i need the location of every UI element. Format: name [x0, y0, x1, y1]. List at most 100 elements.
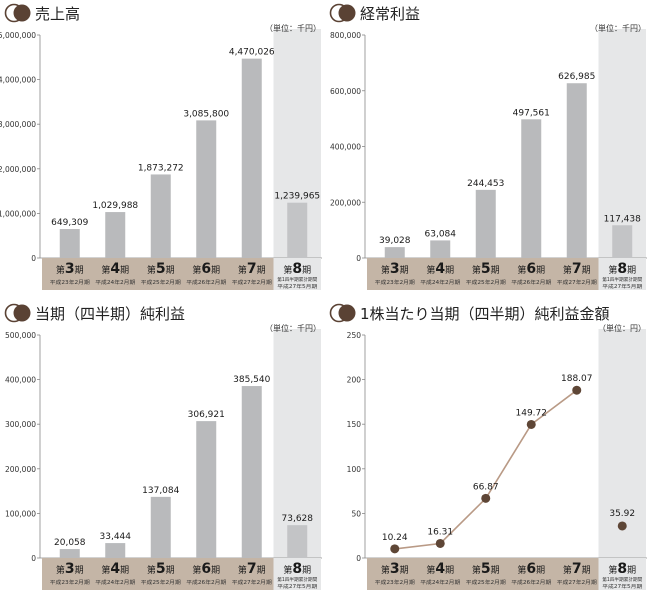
data-label: 10.24 — [382, 533, 408, 543]
data-label: 66.87 — [473, 482, 499, 492]
category-label: 第8期 — [283, 561, 311, 577]
y-tick-label: 0 — [356, 554, 361, 563]
data-point — [572, 385, 582, 395]
y-tick-label: 3,000,000 — [0, 120, 36, 129]
category-label: 第4期 — [101, 561, 129, 577]
category-sublabel: 平成23年2月期 — [50, 578, 90, 586]
category-label: 第7期 — [238, 261, 266, 277]
data-point — [481, 493, 491, 503]
category-sublabel: 平成27年5月期 — [277, 583, 317, 590]
data-label: 149.72 — [516, 408, 548, 418]
x-axis-band — [42, 258, 274, 290]
category-sublabel: 平成24年2月期 — [95, 578, 135, 586]
x-axis-band-highlight — [598, 258, 646, 290]
category-label: 第6期 — [517, 561, 545, 577]
y-tick-label: 2,000,000 — [0, 165, 36, 174]
data-label: 20,058 — [54, 538, 86, 548]
category-label: 第7期 — [238, 561, 266, 577]
y-tick-label: 400,000 — [330, 143, 361, 152]
y-tick-label: 0 — [31, 254, 36, 263]
bar — [59, 549, 80, 558]
category-sublabel: 平成27年2月期 — [232, 578, 272, 586]
category-label: 第7期 — [563, 261, 591, 277]
double-circle-icon — [4, 303, 31, 323]
category-label: 第5期 — [147, 261, 175, 277]
x-axis-band-highlight — [273, 558, 321, 590]
category-label: 第5期 — [147, 561, 175, 577]
category-sublabel: 第1四半期累計期間 — [277, 276, 317, 283]
data-label: 306,921 — [188, 410, 225, 420]
category-sublabel: 平成25年2月期 — [141, 278, 181, 286]
category-sublabel: 平成26年2月期 — [186, 278, 226, 286]
category-label: 第8期 — [608, 561, 636, 577]
data-point — [390, 544, 400, 554]
category-sublabel: 平成27年2月期 — [557, 578, 597, 586]
chart-title: 売上高 — [35, 5, 80, 23]
bar — [612, 225, 633, 258]
data-label: 33,444 — [100, 532, 132, 542]
data-point — [435, 538, 445, 548]
category-sublabel: 平成25年2月期 — [141, 578, 181, 586]
ordinary-income-panel: 経常利益 （単位：千円） 0 200,000 400,000 600,000 800,000… — [329, 3, 647, 290]
category-label: 第5期 — [472, 561, 500, 577]
data-label: 16.31 — [427, 527, 453, 537]
category-sublabel: 平成23年2月期 — [50, 278, 90, 286]
y-tick-label: 0 — [356, 254, 361, 263]
bar — [384, 247, 405, 258]
category-label: 第3期 — [56, 561, 84, 577]
bar — [59, 229, 80, 258]
category-sublabel: 平成25年2月期 — [466, 578, 506, 586]
data-label: 3,085,800 — [183, 109, 229, 119]
data-label: 497,561 — [513, 108, 550, 118]
unit-note: （単位：千円） — [590, 23, 646, 33]
category-label: 第3期 — [381, 261, 409, 277]
category-sublabel: 平成24年2月期 — [95, 278, 135, 286]
y-tick-label: 0 — [31, 554, 36, 563]
category-sublabel: 平成27年5月期 — [277, 283, 317, 290]
data-label: 244,453 — [467, 179, 504, 189]
y-tick-label: 50 — [351, 509, 361, 518]
category-sublabel: 平成24年2月期 — [420, 578, 460, 586]
bar — [241, 386, 262, 558]
category-sublabel: 平成23年2月期 — [375, 278, 415, 286]
double-circle-icon — [329, 303, 356, 323]
highlight-column — [598, 329, 646, 590]
category-label: 第3期 — [381, 561, 409, 577]
data-label: 117,438 — [604, 214, 641, 224]
y-tick-label: 100 — [347, 465, 362, 474]
data-label: 39,028 — [379, 236, 411, 246]
category-sublabel: 平成27年2月期 — [557, 278, 597, 286]
data-label: 35.92 — [609, 509, 635, 519]
bar — [196, 120, 217, 258]
category-sublabel: 平成26年2月期 — [511, 278, 551, 286]
y-tick-label: 1,000,000 — [0, 209, 36, 218]
category-sublabel: 平成27年2月期 — [232, 278, 272, 286]
bar — [287, 525, 308, 558]
bar — [105, 212, 126, 258]
bar — [196, 421, 217, 558]
bar — [430, 240, 451, 258]
y-tick-label: 150 — [347, 420, 362, 429]
x-axis-band-highlight — [598, 558, 646, 590]
y-tick-label: 400,000 — [5, 376, 36, 385]
category-sublabel: 第1四半期累計期間 — [277, 576, 317, 583]
data-point — [617, 521, 627, 531]
double-circle-icon — [329, 3, 356, 23]
unit-note: （単位：千円） — [265, 323, 321, 333]
unit-note: （単位：円） — [598, 323, 646, 333]
y-tick-label: 600,000 — [330, 87, 361, 96]
y-tick-label: 500,000 — [5, 331, 36, 340]
category-label: 第4期 — [101, 261, 129, 277]
data-label: 73,628 — [282, 514, 314, 524]
unit-note: （単位：千円） — [265, 23, 321, 33]
icon-dot — [13, 4, 31, 22]
category-sublabel: 平成27年5月期 — [602, 583, 642, 590]
category-label: 第6期 — [517, 261, 545, 277]
eps-panel: 1株当たり当期（四半期）純利益金額（単位：円） 0 50 100 150 200 250 第3… — [329, 303, 647, 590]
bar — [150, 496, 171, 558]
x-axis-band — [42, 558, 274, 590]
data-label: 63,084 — [425, 229, 457, 239]
icon-dot — [13, 304, 31, 322]
bar — [566, 83, 587, 258]
